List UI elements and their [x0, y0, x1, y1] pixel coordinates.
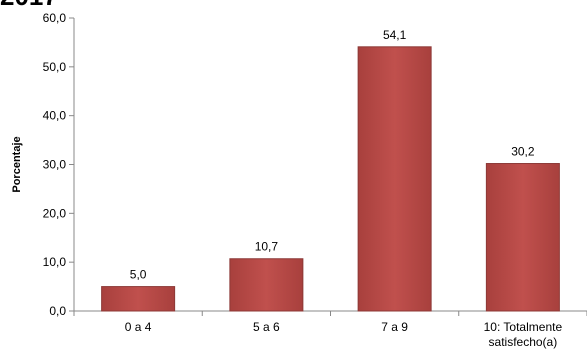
y-tick-label: 20,0: [43, 206, 67, 220]
y-tick-label: 50,0: [43, 60, 67, 74]
y-tick-label: 0,0: [49, 304, 66, 318]
x-tick-label: 0 a 4: [125, 320, 152, 334]
data-label: 30,2: [511, 145, 535, 159]
y-axis-title: Porcentaje: [11, 136, 23, 192]
data-label: 10,7: [255, 240, 279, 254]
y-tick-label: 60,0: [43, 11, 67, 25]
x-tick-label: satisfecho(a): [489, 335, 558, 349]
x-tick-label: 5 a 6: [253, 320, 280, 334]
x-tick-label: 7 a 9: [381, 320, 408, 334]
bar: [229, 258, 304, 312]
data-label: 54,1: [383, 28, 407, 42]
data-label: 5,0: [130, 268, 147, 282]
x-tick-label: 10: Totalmente: [484, 320, 563, 334]
bar: [357, 46, 432, 312]
bar: [101, 286, 176, 312]
bar: [485, 163, 560, 312]
page-title-fragment: 2017: [0, 0, 58, 9]
y-tick-label: 10,0: [43, 255, 67, 269]
y-tick-label: 40,0: [43, 109, 67, 123]
y-tick-label: 30,0: [43, 158, 67, 172]
